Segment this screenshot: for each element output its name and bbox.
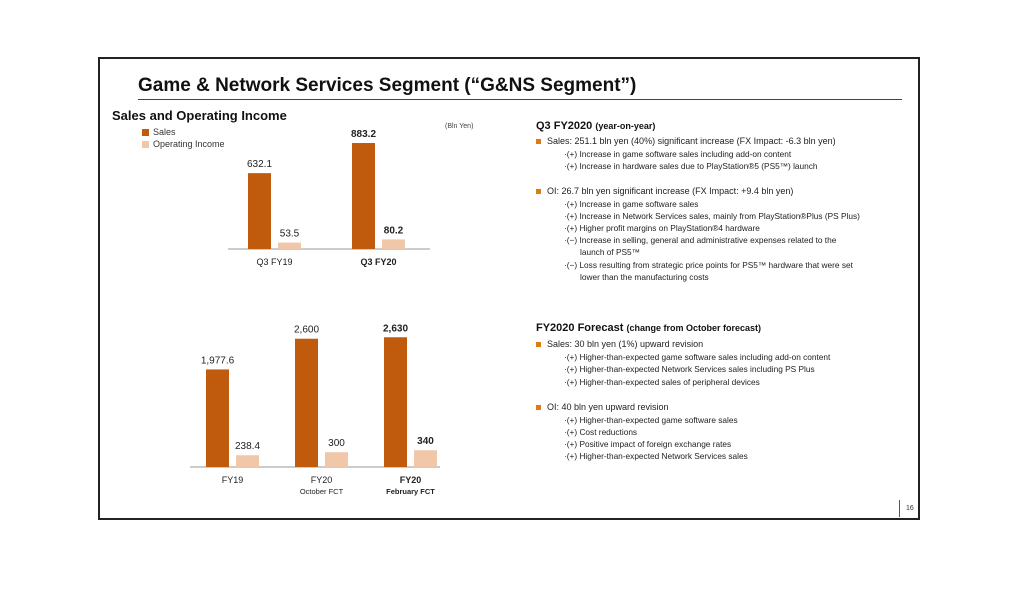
bar-sales — [352, 143, 375, 249]
data-label: 80.2 — [384, 225, 404, 236]
bar-operating-income — [325, 452, 348, 467]
data-label: 883.2 — [351, 129, 376, 140]
q3-sales-item: ·(+) Increase in game software sales inc… — [564, 149, 792, 159]
category-label: FY20 — [400, 475, 422, 485]
q3-oi-item: ·(−) Loss resulting from strategic price… — [564, 260, 853, 270]
q3-oi-item: ·(+) Increase in game software sales — [564, 199, 699, 209]
bar-sales — [384, 337, 407, 467]
data-label: 1,977.6 — [201, 355, 235, 366]
fy-oi-bullet: OI: 40 bln yen upward revision — [536, 402, 669, 412]
q3-sales-item: ·(+) Increase in hardware sales due to P… — [564, 161, 818, 171]
fy-oi-item: ·(+) Higher-than-expected Network Servic… — [564, 451, 748, 461]
category-sublabel: February FCT — [386, 487, 435, 496]
category-label: FY19 — [222, 475, 244, 485]
q3-oi-item: lower than the manufacturing costs — [580, 272, 709, 282]
data-label: 2,630 — [383, 323, 408, 334]
q3-heading-text: Q3 FY2020 — [536, 120, 593, 132]
unit-label: (Bln Yen) — [445, 123, 474, 130]
bullet-square-icon — [536, 188, 541, 194]
bullet-square-icon — [536, 341, 541, 347]
bar-operating-income — [382, 239, 405, 249]
bar-operating-income — [236, 455, 259, 467]
slide-title: Game & Network Services Segment (“G&NS S… — [138, 75, 637, 96]
q3-oi-item: launch of PS5™ — [580, 247, 640, 257]
legend-swatch-sales — [142, 128, 149, 136]
q3-oi-item: ·(+) Increase in Network Services sales,… — [564, 211, 860, 221]
fy-sales-bullet: Sales: 30 bln yen (1%) upward revision — [536, 339, 703, 349]
category-sublabel: October FCT — [300, 487, 344, 496]
commentary-panel: Q3 FY2020 (year-on-year) Sales: 251.1 bl… — [528, 59, 918, 519]
page-number-divider — [899, 500, 900, 517]
legend-swatch-oi — [142, 140, 149, 148]
data-label: 300 — [328, 438, 345, 449]
bar-sales — [295, 338, 318, 467]
bar-charts: 632.1 53.5 Q3 FY19 883.2 80.2 Q3 FY20 1,977.6 2… — [190, 129, 440, 496]
bar-sales — [248, 173, 271, 249]
data-label: 53.5 — [280, 229, 300, 240]
fy-sales-item: ·(+) Higher-than-expected Network Servic… — [564, 364, 815, 374]
category-label: Q3 FY20 — [360, 257, 396, 267]
legend-label-oi: Operating Income — [153, 139, 225, 149]
charts-area: 632.1 53.5 Q3 FY19 883.2 80.2 Q3 FY20 1,977.6 2… — [100, 59, 520, 522]
legend-item-sales: Sales — [142, 126, 225, 138]
fy-oi-text: OI: 40 bln yen upward revision — [547, 402, 669, 412]
q3-oi-bullet: OI: 26.7 bln yen significant increase (F… — [536, 186, 793, 196]
category-label: FY20 — [311, 475, 333, 485]
fy-oi-item: ·(+) Higher-than-expected game software … — [564, 415, 738, 425]
q3-heading-paren: (year-on-year) — [595, 121, 656, 131]
fy-heading-paren: (change from October forecast) — [626, 323, 762, 333]
q3-oi-text: OI: 26.7 bln yen significant increase (F… — [547, 186, 794, 196]
section-title: Sales and Operating Income — [112, 108, 287, 123]
q3-sales-bullet: Sales: 251.1 bln yen (40%) significant i… — [536, 136, 836, 146]
data-label: 238.4 — [235, 441, 260, 452]
fy-heading-text: FY2020 Forecast — [536, 322, 624, 334]
title-divider — [138, 99, 902, 100]
bar-sales — [206, 369, 229, 467]
bar-operating-income — [414, 450, 437, 467]
data-label: 340 — [417, 436, 434, 447]
q3-oi-item: ·(−) Increase in selling, general and ad… — [564, 235, 837, 245]
fy-sales-item: ·(+) Higher-than-expected sales of perip… — [564, 377, 760, 387]
fy-sales-item: ·(+) Higher-than-expected game software … — [564, 352, 831, 362]
chart-legend: Sales Operating Income — [142, 126, 225, 150]
fy-heading: FY2020 Forecast (change from October for… — [536, 322, 761, 334]
legend-item-oi: Operating Income — [142, 138, 225, 150]
data-label: 632.1 — [247, 159, 272, 170]
category-label: Q3 FY19 — [256, 257, 292, 267]
q3-heading: Q3 FY2020 (year-on-year) — [536, 120, 655, 132]
bar-operating-income — [278, 242, 301, 249]
fy-sales-text: Sales: 30 bln yen (1%) upward revision — [547, 339, 704, 349]
legend-label-sales: Sales — [153, 127, 176, 137]
fy-oi-item: ·(+) Cost reductions — [564, 427, 638, 437]
data-label: 2,600 — [294, 325, 319, 336]
q3-sales-text: Sales: 251.1 bln yen (40%) significant i… — [547, 136, 836, 146]
bullet-square-icon — [536, 404, 541, 410]
bullet-square-icon — [536, 138, 541, 144]
fy-oi-item: ·(+) Positive impact of foreign exchange… — [564, 439, 732, 449]
page-number: 16 — [906, 505, 914, 512]
q3-oi-item: ·(+) Higher profit margins on PlayStatio… — [564, 223, 760, 233]
slide: Game & Network Services Segment (“G&NS S… — [98, 57, 920, 520]
